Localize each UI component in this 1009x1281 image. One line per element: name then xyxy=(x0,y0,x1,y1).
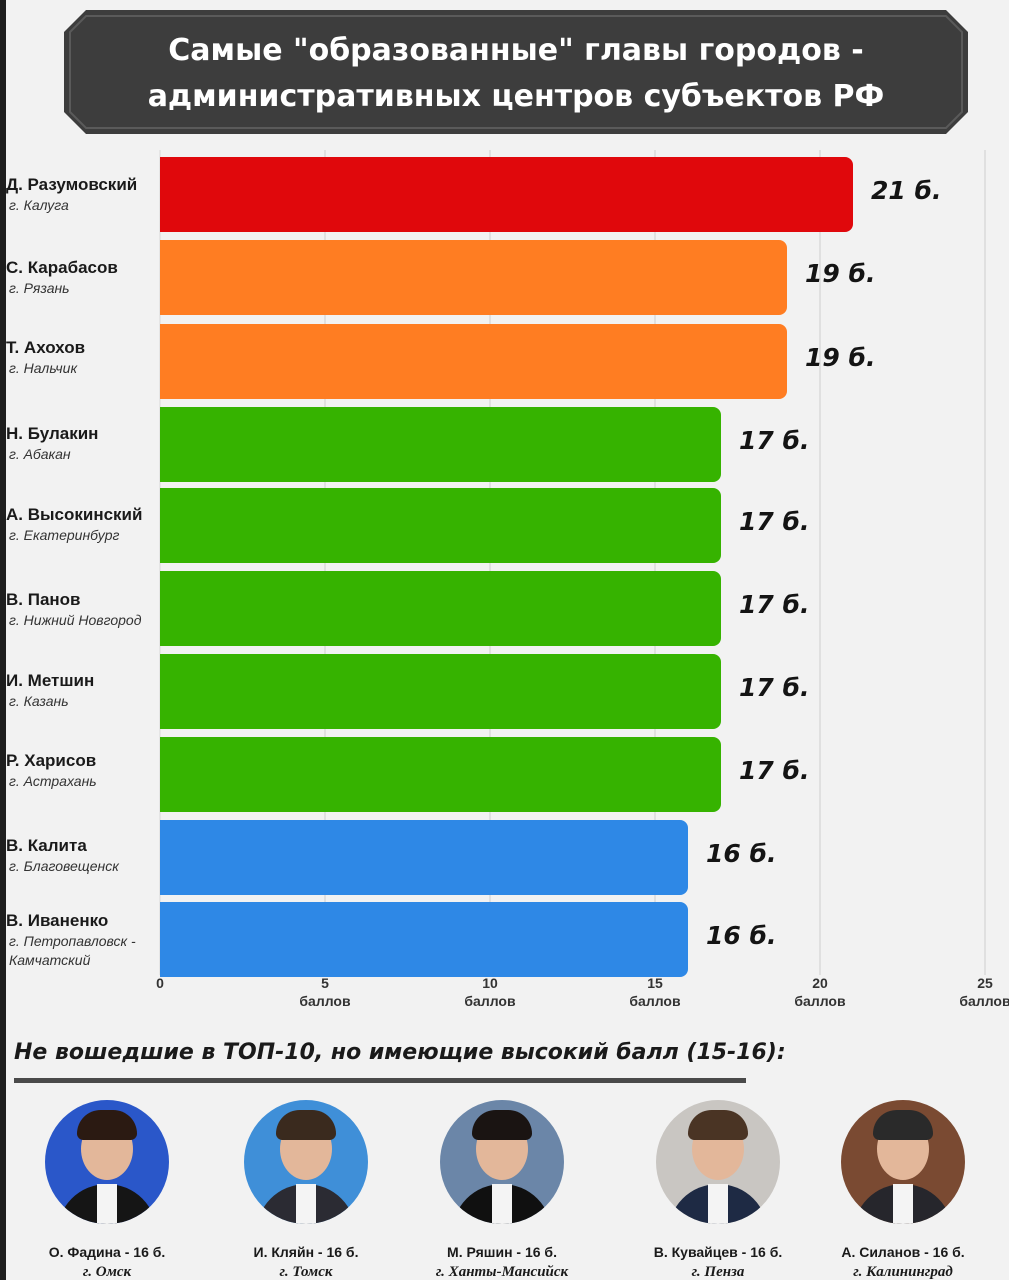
avatar-hair xyxy=(688,1110,748,1140)
chart-bar-edge xyxy=(160,737,172,812)
chart-bar-edge xyxy=(160,820,172,895)
person-name: С. Карабасов xyxy=(6,258,118,277)
extra-person-city: г. Калининград xyxy=(853,1264,953,1280)
extra-person-card: А. Силанов - 16 б. г. Калининград xyxy=(818,1100,988,1281)
chart-bar-edge xyxy=(160,240,172,315)
avatar-shirt xyxy=(97,1184,117,1224)
avatar xyxy=(440,1100,564,1224)
bar-value-label: 17 б. xyxy=(739,590,809,619)
x-tick-label: 20 xyxy=(812,975,828,991)
x-tick-label: баллов xyxy=(959,993,1009,1009)
x-tick-label: баллов xyxy=(794,993,846,1009)
x-tick-label: 5 xyxy=(321,975,329,991)
avatar-hair xyxy=(276,1110,336,1140)
chart-bar xyxy=(160,902,688,977)
x-tick-label: 15 xyxy=(647,975,663,991)
extra-person-name: И. Кляйн - 16 б. xyxy=(253,1244,359,1260)
chart-bar xyxy=(160,488,721,563)
person-city: г. Нальчик xyxy=(9,360,78,376)
chart-bar-edge xyxy=(160,488,172,563)
chart-bar-edge xyxy=(160,407,172,482)
chart-bar xyxy=(160,407,721,482)
avatar xyxy=(244,1100,368,1224)
title-banner: Самые "образованные" главы городов - адм… xyxy=(64,10,968,134)
person-name: В. Панов xyxy=(6,590,81,609)
avatar-hair xyxy=(472,1110,532,1140)
bar-value-label: 21 б. xyxy=(871,176,941,205)
person-name: Д. Разумовский xyxy=(6,175,138,194)
bar-value-label: 16 б. xyxy=(706,921,776,950)
bar-chart: 21 б. 19 б. 19 б. 17 б. 17 б. 17 б. 17 б. 17 б.… xyxy=(156,150,1009,1009)
extra-person-city: г. Омск xyxy=(82,1264,132,1280)
avatar-hair xyxy=(873,1110,933,1140)
bar-value-label: 19 б. xyxy=(805,343,875,372)
person-city: г. Рязань xyxy=(9,280,70,296)
avatar xyxy=(656,1100,780,1224)
person-city: г. Благовещенск xyxy=(9,858,119,874)
chart-bar xyxy=(160,157,853,232)
section-heading: Не вошедшие в ТОП-10, но имеющие высокий… xyxy=(14,1040,786,1065)
person-city: г. Калуга xyxy=(9,197,69,213)
person-city: г. Астрахань xyxy=(9,773,97,789)
person-name: В. Иваненко xyxy=(6,911,109,930)
extra-person-card: О. Фадина - 16 б. г. Омск xyxy=(22,1100,192,1281)
x-tick-label: 25 xyxy=(977,975,993,991)
extra-person-city: г. Пенза xyxy=(691,1264,745,1280)
person-name: И. Метшин xyxy=(6,671,95,690)
bar-value-label: 17 б. xyxy=(739,507,809,536)
extra-person-name: А. Силанов - 16 б. xyxy=(841,1244,965,1260)
extra-person-card: В. Кувайцев - 16 б. г. Пенза xyxy=(633,1100,803,1281)
avatar-shirt xyxy=(893,1184,913,1224)
chart-bar xyxy=(160,324,787,399)
chart-bar xyxy=(160,571,721,646)
chart-bar-edge xyxy=(160,571,172,646)
person-name: Н. Булакин xyxy=(6,424,99,443)
person-name: Т. Ахохов xyxy=(6,338,86,357)
x-tick-label: баллов xyxy=(629,993,681,1009)
bar-value-label: 16 б. xyxy=(706,839,776,868)
chart-bar xyxy=(160,654,721,729)
x-tick-label: баллов xyxy=(464,993,516,1009)
extra-person-name: В. Кувайцев - 16 б. xyxy=(653,1244,783,1260)
x-tick-label: баллов xyxy=(299,993,351,1009)
person-city: г. Абакан xyxy=(9,446,71,462)
chart-bar-edge xyxy=(160,902,172,977)
extra-person-name: М. Ряшин - 16 б. xyxy=(447,1244,557,1260)
extra-person-card: М. Ряшин - 16 б. г. Ханты-Мансийск xyxy=(417,1100,587,1281)
bar-value-label: 17 б. xyxy=(739,756,809,785)
banner-ribbon xyxy=(64,10,968,134)
chart-bar xyxy=(160,737,721,812)
section-underline xyxy=(14,1078,746,1083)
bar-value-label: 19 б. xyxy=(805,259,875,288)
avatar xyxy=(45,1100,169,1224)
page-title: Самые "образованные" главы городов - адм… xyxy=(147,33,885,114)
chart-bar xyxy=(160,820,688,895)
avatar-shirt xyxy=(492,1184,512,1224)
avatar xyxy=(841,1100,965,1224)
bar-value-label: 17 б. xyxy=(739,426,809,455)
bar-value-label: 17 б. xyxy=(739,673,809,702)
x-tick-label: 10 xyxy=(482,975,498,991)
person-name: А. Высокинский xyxy=(6,505,143,524)
x-tick-label: 0 xyxy=(156,975,164,991)
avatar-shirt xyxy=(296,1184,316,1224)
person-name: В. Калита xyxy=(6,836,87,855)
person-city: г. Нижний Новгород xyxy=(9,612,142,628)
chart-bar-edge xyxy=(160,654,172,729)
chart-bar xyxy=(160,240,787,315)
extra-person-city: г. Ханты-Мансийск xyxy=(435,1264,569,1280)
chart-bar-edge xyxy=(160,324,172,399)
chart-bar-edge xyxy=(160,157,172,232)
person-city: г. Екатеринбург xyxy=(9,527,120,543)
person-name: Р. Харисов xyxy=(6,751,97,770)
avatar-hair xyxy=(77,1110,137,1140)
extra-person-city: г. Томск xyxy=(279,1264,333,1280)
extra-person-card: И. Кляйн - 16 б. г. Томск xyxy=(221,1100,391,1281)
person-city: г. Казань xyxy=(9,693,69,709)
person-city: г. Петропавловск - Камчатский xyxy=(9,933,136,968)
avatar-shirt xyxy=(708,1184,728,1224)
extra-person-name: О. Фадина - 16 б. xyxy=(48,1244,166,1260)
